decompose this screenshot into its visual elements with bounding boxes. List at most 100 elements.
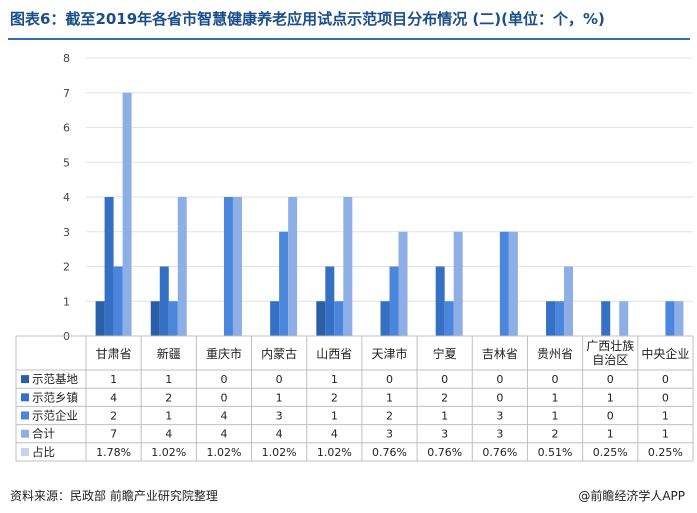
table-cell: 2 [110,410,117,423]
y-tick-label: 5 [63,156,70,169]
category-label: 山西省 [316,347,352,361]
bar [159,266,169,336]
table-cell: 0.76% [482,446,517,459]
category-label: 贵州省 [537,347,573,361]
bar [223,197,233,336]
category-label: 吉林省 [482,347,518,361]
table-cell: 0 [441,373,448,386]
row-label: 示范乡镇 [32,390,78,404]
category-label: 自治区 [592,353,628,367]
bar [150,301,160,336]
bar [546,301,556,336]
table-cell: 0.25% [648,446,683,459]
source-note: 资料来源：民政部 前瞻产业研究院整理 [10,489,218,503]
bar [601,301,611,336]
bar [444,301,454,336]
y-tick-label: 3 [63,226,70,239]
table-cell: 0 [220,391,227,404]
table-cell: 0 [496,391,503,404]
table-cell: 0 [386,373,393,386]
table-cell: 3 [441,428,448,441]
bar [555,301,565,336]
brand-credit: @前瞻经济学人APP [578,489,685,503]
bar [564,266,574,336]
table-cell: 2 [331,391,338,404]
category-label: 内蒙古 [261,346,297,361]
table-cell: 0.76% [427,446,462,459]
table-cell: 1 [662,410,669,423]
bar [168,301,178,336]
category-label: 重庆市 [206,346,242,361]
table-cell: 2 [386,410,393,423]
table-cell: 1 [662,428,669,441]
bar [389,266,399,336]
table-cell: 4 [165,428,172,441]
y-tick-label: 6 [63,122,70,135]
category-label: 中央企业 [641,346,689,361]
table-cell: 1 [276,391,283,404]
table-cell: 7 [110,428,117,441]
bar [279,231,289,336]
table-cell: 2 [441,391,448,404]
y-tick-label: 4 [63,191,70,204]
bar [177,197,187,336]
bar [288,197,298,336]
table-cell: 1 [165,373,172,386]
bar [113,266,123,336]
bar [232,197,242,336]
table-cell: 1 [607,391,614,404]
table-cell: 4 [220,428,227,441]
table-cell: 0 [607,410,614,423]
legend-swatch [21,411,29,420]
table-cell: 0 [496,373,503,386]
table-cell: 4 [331,428,338,441]
legend-swatch [21,447,29,456]
table-cell: 0 [276,373,283,386]
table-cell: 1 [165,410,172,423]
chart-title: 图表6：截至2019年各省市智慧健康养老应用试点示范项目分布情况 (二)(单位：… [10,10,605,28]
table-cell: 2 [552,428,559,441]
legend-swatch [21,393,29,402]
table-cell: 1 [110,373,117,386]
table-cell: 1 [331,410,338,423]
bar [398,231,408,336]
category-label: 天津市 [371,346,407,361]
bar [619,301,629,336]
bar [674,301,684,336]
bar [665,301,675,336]
table-cell: 0 [662,373,669,386]
legend-swatch [21,375,29,384]
table-cell: 4 [110,391,117,404]
bar [95,301,105,336]
table-cell: 0.76% [372,446,407,459]
table-cell: 3 [496,410,503,423]
bar [316,301,326,336]
table-cell: 0 [552,373,559,386]
table-cell: 1.78% [96,446,131,459]
row-label: 示范基地 [32,372,78,386]
bar [104,197,114,336]
table-cell: 0 [662,391,669,404]
table-cell: 4 [220,410,227,423]
bar [499,231,509,336]
bar [325,266,335,336]
table-cell: 0.51% [538,446,573,459]
table-cell: 2 [165,391,172,404]
row-label: 占比 [32,445,55,459]
table-cell: 1 [607,428,614,441]
bar [270,301,280,336]
bar [435,266,445,336]
row-label: 示范企业 [32,409,78,423]
category-label: 广西壮族 [586,339,634,353]
category-label: 新疆 [157,346,181,361]
bar [508,231,518,336]
table-cell: 0 [220,373,227,386]
table-cell: 1.02% [262,446,297,459]
table-cell: 1.02% [151,446,186,459]
y-tick-label: 7 [63,87,70,100]
y-tick-label: 8 [63,52,70,65]
row-label: 合计 [32,427,55,441]
category-label: 甘肃省 [96,347,132,361]
table-cell: 3 [496,428,503,441]
bar [122,92,132,336]
